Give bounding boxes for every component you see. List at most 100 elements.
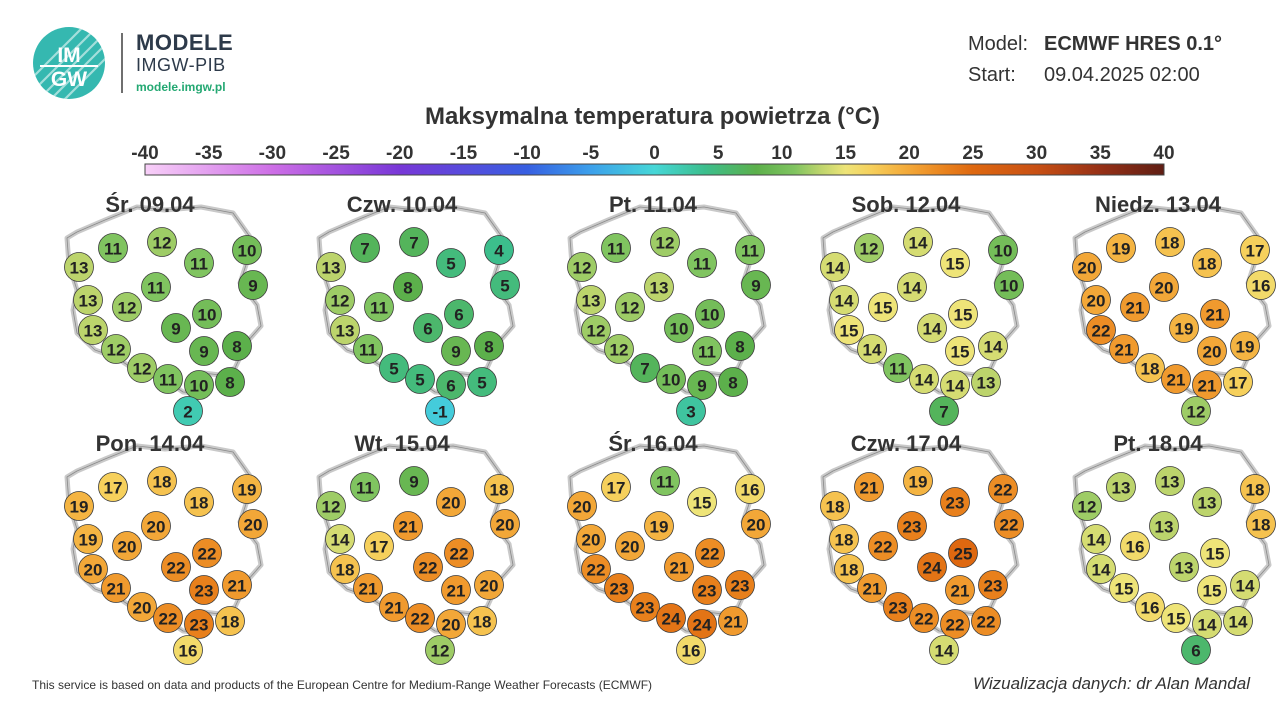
station-temperature: 17 xyxy=(607,479,626,498)
station-temperature: 19 xyxy=(238,481,257,500)
station-marker xyxy=(141,511,171,541)
brand-url-link[interactable]: modele.imgw.pl xyxy=(136,80,226,94)
station-marker xyxy=(364,531,394,561)
station-marker xyxy=(64,252,94,282)
station-temperature: 23 xyxy=(636,599,655,618)
station-marker xyxy=(735,474,765,504)
station-marker xyxy=(78,554,108,584)
day-label: Śr. 16.04 xyxy=(608,431,698,456)
station-marker xyxy=(971,606,1001,636)
station-marker xyxy=(1081,285,1111,315)
station-temperature: 12 xyxy=(322,498,341,517)
station-temperature: 18 xyxy=(1198,255,1217,274)
station-temperature: 20 xyxy=(442,616,461,635)
station-marker xyxy=(425,396,455,426)
station-temperature: 12 xyxy=(1187,403,1206,422)
station-temperature: 15 xyxy=(951,343,970,362)
station-marker xyxy=(484,235,514,265)
station-temperature: 5 xyxy=(415,371,424,390)
station-marker xyxy=(1109,334,1139,364)
station-temperature: 12 xyxy=(860,240,879,259)
station-temperature: 14 xyxy=(946,377,965,396)
station-marker xyxy=(909,603,939,633)
station-temperature: 22 xyxy=(198,545,217,564)
station-marker xyxy=(567,252,597,282)
poland-map: 11 9 18 12 20 21 20 14 17 18 22 22 21 21 20 21 22 20 18 12 xyxy=(316,443,520,665)
station-marker xyxy=(1246,270,1276,300)
station-temperature: 18 xyxy=(190,494,209,513)
station-temperature: 14 xyxy=(1236,577,1255,596)
station-marker xyxy=(112,292,142,322)
station-marker xyxy=(189,575,219,605)
scale-tick-label: -20 xyxy=(386,143,413,164)
station-marker xyxy=(644,272,674,302)
station-temperature: 13 xyxy=(1175,559,1194,578)
station-marker xyxy=(940,370,970,400)
station-marker xyxy=(820,252,850,282)
station-marker xyxy=(379,592,409,622)
station-marker xyxy=(184,487,214,517)
station-temperature: 6 xyxy=(423,320,432,339)
station-temperature: 20 xyxy=(747,516,766,535)
station-temperature: 21 xyxy=(670,559,689,578)
station-temperature: 14 xyxy=(903,279,922,298)
station-marker xyxy=(1181,396,1211,426)
station-temperature: 12 xyxy=(573,259,592,278)
station-temperature: 11 xyxy=(159,371,177,390)
station-marker xyxy=(425,635,455,665)
station-temperature: 7 xyxy=(939,403,948,422)
station-temperature: 10 xyxy=(701,306,720,325)
station-marker xyxy=(988,235,1018,265)
station-temperature: 5 xyxy=(477,374,486,393)
station-temperature: 11 xyxy=(104,240,122,259)
station-temperature: 15 xyxy=(1203,582,1222,601)
station-marker xyxy=(909,364,939,394)
station-temperature: 11 xyxy=(698,343,716,362)
station-marker xyxy=(656,603,686,633)
station-marker xyxy=(1192,609,1222,639)
station-temperature: 21 xyxy=(860,479,879,498)
station-marker xyxy=(994,270,1024,300)
start-info: Start: 09.04.2025 02:00 xyxy=(968,64,1200,87)
station-marker xyxy=(971,367,1001,397)
station-marker xyxy=(917,313,947,343)
day-panel: 12 14 10 14 15 14 10 14 15 15 14 15 14 15 14 11 14 14 13 7 S… xyxy=(781,192,1031,432)
station-marker xyxy=(350,472,380,502)
station-marker xyxy=(101,573,131,603)
station-temperature: 25 xyxy=(954,545,973,564)
station-temperature: 19 xyxy=(1112,240,1131,259)
station-temperature: 14 xyxy=(1198,616,1217,635)
station-marker xyxy=(1230,331,1260,361)
station-temperature: 21 xyxy=(1198,377,1217,396)
model-value: ECMWF HRES 0.1° xyxy=(1044,33,1223,55)
station-temperature: 14 xyxy=(909,234,928,253)
station-temperature: 14 xyxy=(835,292,854,311)
station-temperature: 22 xyxy=(994,481,1013,500)
station-temperature: 20 xyxy=(84,561,103,580)
station-temperature: 21 xyxy=(863,580,882,599)
station-marker xyxy=(444,299,474,329)
day-panel: 11 9 18 12 20 21 20 14 17 18 22 22 21 21 20 21 22 20 18 12 W… xyxy=(277,431,527,671)
station-temperature: 9 xyxy=(409,473,418,492)
day-panel: 21 19 22 18 23 23 22 18 22 18 24 25 21 21 23 23 22 22 22 14… xyxy=(781,431,1031,671)
station-marker xyxy=(1169,313,1199,343)
station-temperature: 22 xyxy=(411,610,430,629)
station-marker xyxy=(444,538,474,568)
station-marker xyxy=(1086,554,1116,584)
station-marker xyxy=(153,603,183,633)
station-marker xyxy=(1197,575,1227,605)
day-panel: 19 18 17 20 18 20 16 20 21 22 19 21 21 20 19 18 21 21 17 12… xyxy=(1033,192,1280,432)
station-temperature: 20 xyxy=(118,538,137,557)
station-temperature: 22 xyxy=(977,613,996,632)
station-temperature: 20 xyxy=(442,494,461,513)
station-temperature: 21 xyxy=(385,599,404,618)
day-panel: 13 13 18 12 13 13 18 14 16 14 13 15 15 15 14 16 15 14 14 6 P… xyxy=(1033,431,1280,671)
station-temperature: 20 xyxy=(244,516,263,535)
station-temperature: 3 xyxy=(686,403,695,422)
station-marker xyxy=(161,313,191,343)
station-marker xyxy=(98,472,128,502)
station-temperature: 13 xyxy=(1112,479,1131,498)
